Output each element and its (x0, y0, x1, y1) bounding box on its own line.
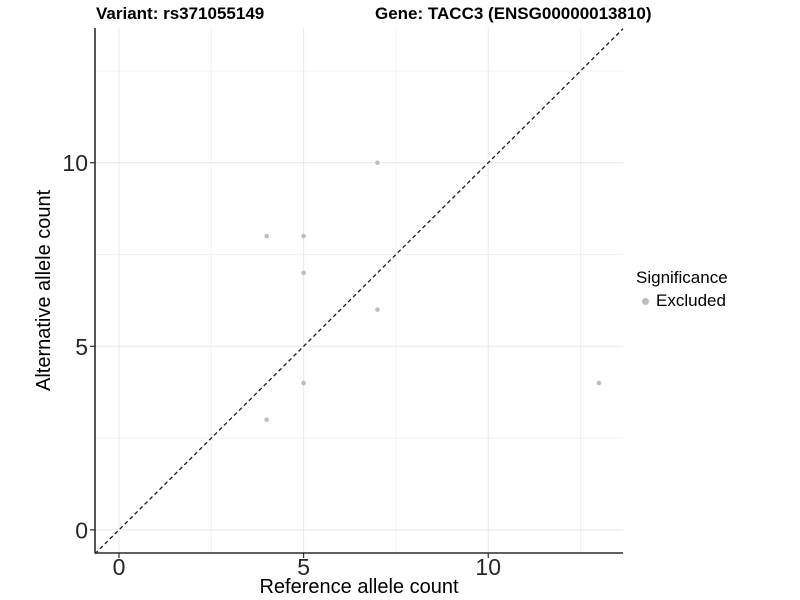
data-point (301, 233, 306, 239)
y-tick-label: 0 (75, 517, 88, 543)
x-tick-label: 0 (113, 554, 126, 580)
data-point (301, 270, 306, 276)
y-tick-label: 5 (75, 334, 88, 360)
x-axis-title: Reference allele count (259, 576, 459, 598)
legend-item-excluded: Excluded (636, 291, 728, 311)
gene-title: Gene: TACC3 (ENSG00000013810) (375, 4, 652, 23)
data-point (264, 233, 269, 239)
identity-line (94, 28, 624, 555)
data-point (375, 307, 380, 312)
x-tick-label: 10 (475, 554, 501, 580)
y-axis-title: Alternative allele count (33, 189, 55, 392)
data-point (596, 380, 602, 386)
y-tick-label: 10 (62, 150, 88, 176)
legend-point-icon (642, 297, 649, 305)
data-point (301, 380, 306, 386)
data-point (264, 417, 269, 423)
x-tick-label: 5 (297, 554, 310, 580)
data-point (375, 160, 380, 166)
variant-title: Variant: rs371055149 (96, 4, 265, 23)
legend-title: Significance (636, 268, 728, 287)
legend: Significance Excluded (636, 268, 728, 311)
legend-item-label: Excluded (656, 291, 726, 310)
